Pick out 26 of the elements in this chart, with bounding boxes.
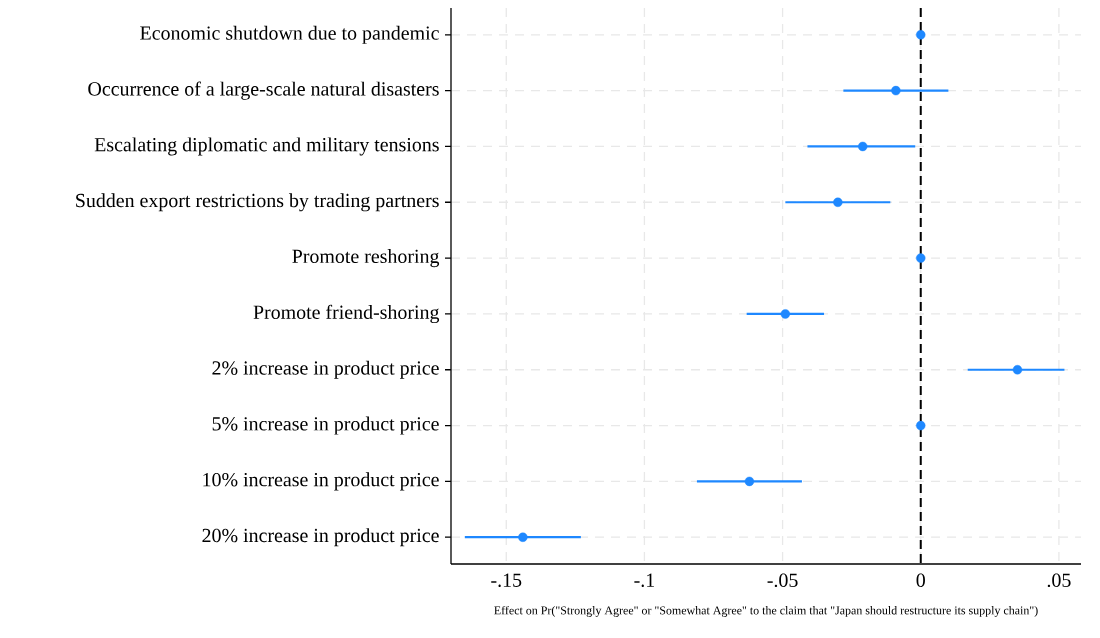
point: [858, 141, 868, 152]
point: [891, 85, 901, 96]
x-axis-title: Effect on Pr("Strongly Agree" or "Somewhat Agree" to the claim that "Japan should restructure its supply chain"): [494, 605, 1038, 617]
y-tick-label: Economic shutdown due to pandemic: [140, 25, 439, 44]
x-tick-label: -.15: [491, 573, 522, 587]
point: [916, 253, 926, 263]
x-tick-label: -.1: [634, 573, 655, 587]
x-tick-label: -.05: [767, 573, 798, 588]
x-tick-label: .05: [1047, 573, 1071, 588]
point: [916, 420, 926, 431]
x-tick-label: 0: [916, 573, 925, 587]
y-tick-label: Sudden export restrictions by trading partners: [76, 193, 439, 212]
y-tick-label: 20% increase in product price: [202, 528, 439, 547]
y-tick-label: 10% increase in product price: [203, 472, 439, 491]
point: [1012, 365, 1023, 375]
y-tick-label: Occurrence of a large-scale natural disasters: [88, 81, 439, 100]
y-tick-label: 5% increase in product price: [212, 416, 439, 435]
y-tick-label: Promote reshoring: [292, 249, 440, 268]
point: [916, 30, 926, 40]
point: [744, 476, 755, 487]
point: [518, 532, 528, 542]
point: [780, 309, 791, 319]
point: [833, 197, 843, 207]
y-tick-label: Escalating diplomatic and military tensions: [94, 137, 439, 156]
y-tick-label: 2% increase in product price: [212, 360, 439, 379]
y-tick-label: Promote friend-shoring: [253, 304, 440, 324]
